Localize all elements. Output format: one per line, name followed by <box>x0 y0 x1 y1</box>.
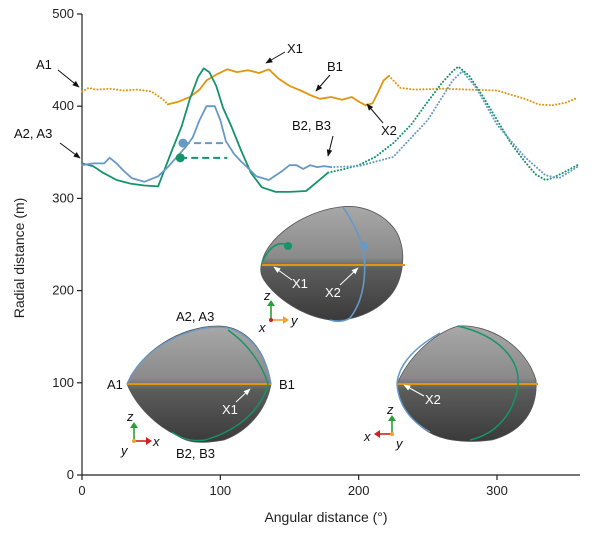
series-line-3 <box>81 67 330 193</box>
annotation-x2-arrow <box>366 103 384 124</box>
x-tick-label-0: 0 <box>78 483 85 498</box>
chart-annotations: A1 A2, A3 X1 B1 B2, B3 X2 <box>14 41 397 159</box>
triad-left-x-head <box>146 437 152 445</box>
asteroid-shape-top <box>260 206 404 321</box>
triad-left-y: y <box>120 443 129 458</box>
blue-track-right <box>396 332 441 433</box>
axes: 0 100 200 300 0 100 200 300 400 500 Radial distan… <box>11 6 580 525</box>
inset-left-a2a3-label: A2, A3 <box>176 309 214 324</box>
annotation-b1-arrow <box>315 74 331 92</box>
blue-point-top <box>360 242 368 250</box>
axis-triad-left: z y x <box>120 409 160 458</box>
inset-right-x2-arrow <box>403 384 425 397</box>
series-line-4 <box>327 65 579 181</box>
marker-point-1 <box>175 153 185 163</box>
inset-left-x1-label: X1 <box>222 402 238 417</box>
green-point-top <box>284 242 292 250</box>
green-outline-left <box>171 329 269 442</box>
triad-right-x: x <box>363 429 371 444</box>
y-tick-label-3: 300 <box>52 190 74 205</box>
series-line-2 <box>388 74 579 107</box>
triad-left-x: x <box>152 434 160 449</box>
annotation-b2-b3: B2, B3 <box>292 118 331 133</box>
annotation-b1: B1 <box>327 59 343 74</box>
annotation-b2-b3-arrow <box>326 135 334 157</box>
series-line-5 <box>81 105 332 183</box>
triad-top-y: y <box>290 313 299 328</box>
inset-shape-top: X1 X2 z x y <box>258 206 405 335</box>
annotation-x1-arrow <box>265 51 286 64</box>
annotation-a2-a3-arrow <box>59 142 81 159</box>
axis-ticks: 0 100 200 300 0 100 200 300 400 500 <box>52 6 508 498</box>
series-line-1 <box>166 68 391 107</box>
triad-right-y: y <box>395 436 404 451</box>
inset-left-x1-arrow <box>235 388 251 403</box>
triad-left-origin <box>132 439 136 443</box>
y-tick-label-1: 100 <box>52 375 74 390</box>
inset-top-x1-arrow <box>273 266 293 281</box>
y-tick-label-5: 500 <box>52 6 74 21</box>
y-axis-label: Radial distance (m) <box>11 198 27 319</box>
blue-track-top <box>329 206 366 323</box>
inset-left-b2b3-label: B2, B3 <box>176 446 215 461</box>
series-line-0 <box>81 86 169 106</box>
series-layer <box>81 65 579 193</box>
inset-shape-right: X2 z x y <box>363 325 538 451</box>
triad-top-y-head <box>283 316 289 324</box>
triad-right-z: z <box>386 402 394 417</box>
triad-top-origin <box>269 318 273 322</box>
y-tick-label-4: 400 <box>52 98 74 113</box>
inset-left-a1-label: A1 <box>107 377 123 392</box>
annotation-x2: X2 <box>381 123 397 138</box>
triad-top-z-head <box>267 300 275 306</box>
triad-right-origin <box>390 432 394 436</box>
inset-right-x2-label: X2 <box>425 392 441 407</box>
triad-left-z: z <box>126 409 134 424</box>
y-tick-label-2: 200 <box>52 283 74 298</box>
triad-right-x-head <box>374 430 380 438</box>
green-track-right <box>457 325 519 441</box>
annotation-a2-a3: A2, A3 <box>14 126 52 141</box>
axis-triad-right: z x y <box>363 402 404 451</box>
x-axis-label: Angular distance (°) <box>264 509 387 525</box>
inset-top-x1-label: X1 <box>292 276 308 291</box>
x-tick-label-3: 300 <box>486 483 508 498</box>
inset-top-x2-label: X2 <box>325 285 341 300</box>
x-tick-label-1: 100 <box>209 483 231 498</box>
y-tick-label-0: 0 <box>67 467 74 482</box>
axis-triad-top: z x y <box>258 288 299 335</box>
inset-top-x2-arrow <box>339 267 359 286</box>
markers-layer <box>175 138 228 163</box>
inset-shape-left: A2, A3 A1 B1 X1 B2, B3 z y x <box>107 309 295 461</box>
annotation-x1: X1 <box>287 41 303 56</box>
annotation-a1: A1 <box>36 57 52 72</box>
triad-right-z-head <box>388 415 396 421</box>
marker-point-0 <box>178 138 188 148</box>
annotation-a1-arrow <box>57 69 80 88</box>
inset-left-b1-label: B1 <box>279 377 295 392</box>
series-line-6 <box>330 70 579 180</box>
blue-outline-left <box>126 326 272 385</box>
triad-left-z-head <box>130 422 138 428</box>
x-tick-label-2: 200 <box>348 483 370 498</box>
triad-top-z: z <box>263 288 271 303</box>
triad-top-x: x <box>258 320 266 335</box>
